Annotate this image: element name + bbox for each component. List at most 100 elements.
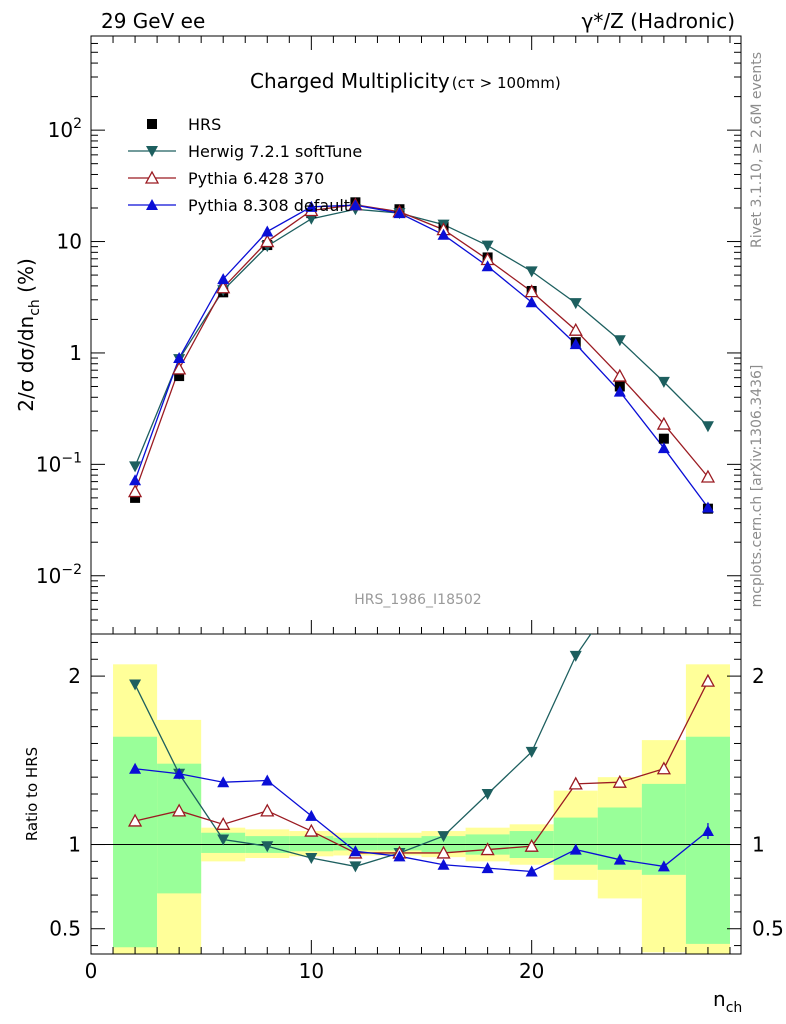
data-point-main — [393, 207, 406, 219]
data-point-ratio — [613, 853, 626, 865]
legend-marker — [146, 146, 158, 157]
ratio-band-inner — [289, 836, 334, 852]
data-point-hrs — [658, 433, 669, 444]
data-point-main — [569, 298, 582, 310]
series-line-ratio — [134, 768, 709, 873]
data-point-ratio — [217, 834, 230, 846]
data-point-ratio — [481, 862, 494, 874]
y-axis-label-ratio: Ratio to HRS — [23, 747, 41, 841]
axis-ticks — [90, 35, 741, 954]
data-point-ratio — [437, 858, 450, 870]
y-tick-label-ratio-left: 0.5 — [49, 917, 81, 941]
data-point-main — [568, 322, 583, 336]
data-point-main — [656, 416, 671, 430]
data-point-ratio — [437, 831, 450, 843]
data-point-ratio — [261, 841, 274, 853]
data-point-ratio — [658, 469, 670, 480]
data-point-main — [657, 442, 670, 454]
series-line-ratio — [134, 634, 592, 868]
series-line-ratio — [134, 680, 709, 854]
data-point-ratio — [349, 861, 362, 873]
data-point-ratio — [305, 809, 318, 821]
rivet-version-label: Rivet 3.1.10, ≥ 2.6M events — [749, 52, 765, 248]
data-point-main — [657, 376, 670, 388]
data-point-main — [437, 228, 450, 240]
data-point-main — [216, 280, 231, 294]
data-point-ratio — [481, 789, 494, 800]
data-point-main — [701, 501, 714, 513]
legend-label: HRS — [188, 115, 221, 134]
data-point-main — [261, 225, 274, 237]
data-point-hrs — [130, 492, 141, 503]
data-point-main — [127, 484, 143, 498]
data-point-ratio — [173, 767, 186, 779]
y-tick-label-ratio-right: 1 — [752, 833, 765, 857]
y-tick-label-main: 10 — [57, 230, 82, 254]
data-point-main — [525, 266, 538, 278]
data-point-ratio — [525, 865, 538, 877]
data-point-ratio — [436, 845, 451, 859]
data-point-ratio — [569, 843, 582, 855]
data-point-ratio — [304, 823, 319, 837]
data-point-main — [305, 213, 318, 225]
legend-marker — [144, 170, 160, 184]
y-tick-label-main: 10−2 — [36, 562, 82, 588]
series-line-main — [134, 204, 709, 508]
data-point-main — [481, 260, 494, 272]
data-point-ratio — [129, 762, 142, 774]
data-point-ratio — [349, 845, 362, 857]
data-point-main — [700, 469, 716, 483]
data-point-ratio — [612, 774, 627, 788]
ratio-uncertainty-bands — [113, 664, 730, 954]
legend-marker — [146, 199, 158, 210]
x-tick-label: 10 — [299, 959, 324, 983]
data-point-main — [349, 199, 362, 211]
y-axis-label-main: 2/σ dσ/dnch (%) — [14, 258, 43, 412]
legend: HRS Herwig 7.2.1 softTune Pythia 6.428 370… — [128, 115, 362, 215]
y-tick-label-ratio-left: 1 — [68, 833, 81, 857]
legend-marker — [147, 119, 157, 129]
data-point-main — [305, 200, 318, 212]
data-point-ratio — [568, 776, 583, 790]
data-point-ratio — [657, 860, 670, 872]
data-point-ratio — [127, 813, 143, 827]
legend-label: Pythia 8.308 default — [188, 196, 350, 215]
data-point-main — [129, 474, 142, 486]
x-tick-label: 0 — [85, 959, 98, 983]
legend-label: Herwig 7.2.1 softTune — [188, 142, 362, 161]
data-point-ratio — [700, 673, 716, 687]
x-tick-label: 20 — [519, 959, 544, 983]
chart-title: Charged Multiplicity (cτ > 100mm) — [250, 69, 561, 93]
data-point-main — [569, 338, 582, 350]
analysis-tag: HRS_1986_I18502 — [354, 592, 481, 608]
data-point-ratio — [480, 842, 495, 856]
data-point-ratio — [393, 850, 406, 862]
data-point-ratio — [217, 776, 230, 788]
data-point-ratio — [261, 774, 274, 786]
data-point-main — [613, 385, 626, 397]
data-point-hrs — [174, 371, 185, 382]
header-left: 29 GeV ee — [101, 9, 205, 33]
series-line-main — [134, 208, 709, 467]
header-right: γ*/Z (Hadronic) — [582, 9, 735, 33]
y-tick-label-ratio-right: 2 — [752, 664, 765, 688]
data-point-main — [173, 352, 186, 364]
data-point-ratio — [702, 82, 714, 93]
data-point-ratio — [656, 761, 671, 775]
ratio-series-layer — [127, 82, 716, 877]
series-line-main — [134, 204, 709, 492]
data-point-main — [260, 234, 275, 248]
data-point-main — [217, 273, 230, 285]
data-point-ratio — [525, 746, 538, 758]
data-point-main — [612, 368, 627, 382]
data-point-ratio — [305, 853, 318, 864]
y-tick-label-ratio-right: 0.5 — [752, 917, 784, 941]
y-tick-label-ratio-left: 2 — [68, 664, 81, 688]
main-series-layer — [127, 197, 716, 514]
data-point-ratio — [172, 803, 187, 817]
data-point-ratio — [569, 650, 582, 662]
ratio-band-inner — [685, 736, 730, 944]
mcplots-label: mcplots.cern.ch [arXiv:1306.3436] — [749, 365, 765, 608]
